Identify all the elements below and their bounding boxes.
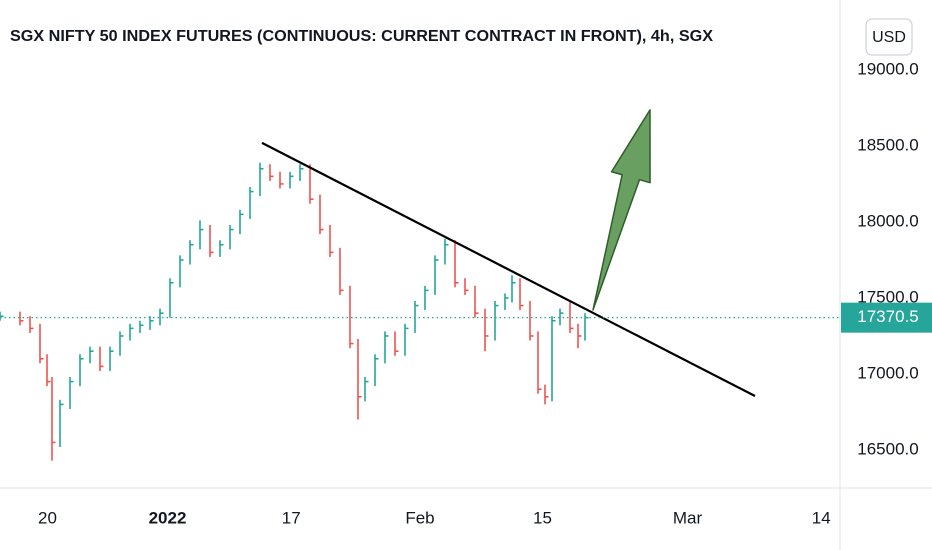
x-tick-label: 17: [282, 508, 301, 527]
x-tick-label: 14: [812, 508, 831, 527]
x-tick-label: Feb: [405, 508, 434, 527]
y-tick-label: 18000.0: [857, 211, 918, 230]
currency-button[interactable]: [865, 18, 913, 56]
currency-label[interactable]: USD: [872, 29, 906, 46]
x-tick-label: 2022: [149, 508, 187, 527]
chart-title: SGX NIFTY 50 INDEX FUTURES (CONTINUOUS: …: [10, 28, 713, 45]
y-tick-label: 17000.0: [857, 363, 918, 382]
x-tick-label: 20: [38, 508, 57, 527]
y-tick-label: 18500.0: [857, 135, 918, 154]
y-tick-label: 17500.0: [857, 287, 918, 306]
y-tick-label: 19000.0: [857, 59, 918, 78]
x-tick-label: 15: [533, 508, 552, 527]
last-price-label: 17370.5: [857, 307, 918, 326]
last-price-box: [841, 302, 932, 333]
trendline: [261, 141, 756, 398]
arrow: [592, 109, 651, 311]
x-tick-label: Mar: [673, 508, 703, 527]
y-tick-label: 16500.0: [857, 439, 918, 458]
